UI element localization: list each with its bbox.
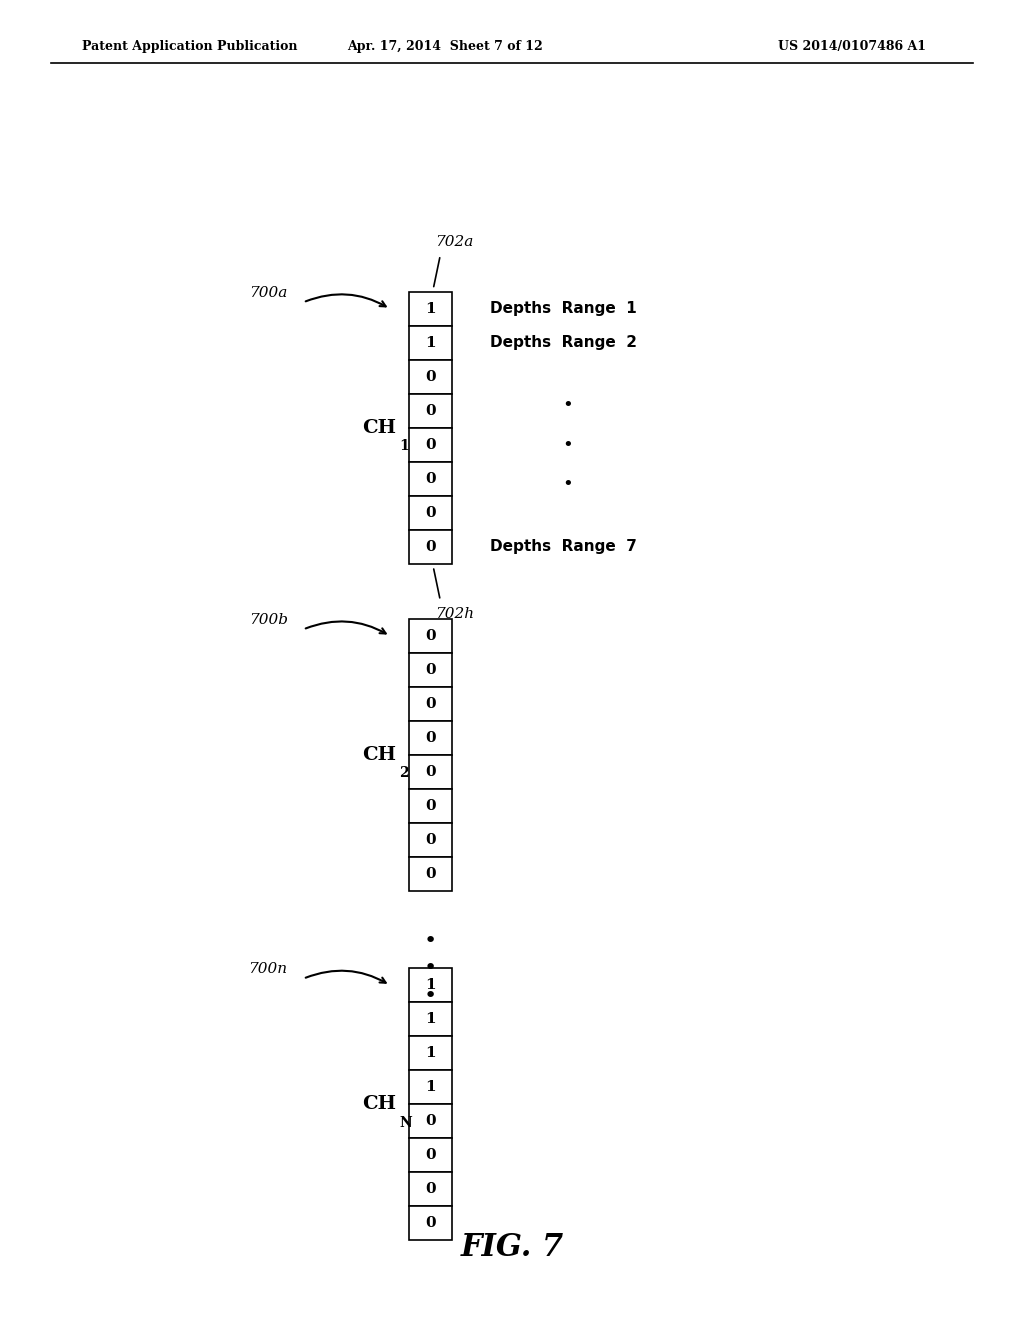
Text: 2: 2: [399, 767, 409, 780]
Text: 0: 0: [425, 438, 435, 451]
Text: 700a: 700a: [250, 286, 288, 300]
Text: US 2014/0107486 A1: US 2014/0107486 A1: [778, 40, 927, 53]
Bar: [409, 1002, 452, 1036]
Text: FIG. 7: FIG. 7: [461, 1232, 563, 1263]
Text: 0: 0: [425, 471, 435, 486]
Bar: [409, 686, 452, 721]
Text: 0: 0: [425, 764, 435, 779]
Text: 0: 0: [425, 1183, 435, 1196]
Bar: [409, 496, 452, 529]
Bar: [409, 1172, 452, 1206]
Bar: [409, 1104, 452, 1138]
Bar: [409, 292, 452, 326]
Bar: [409, 1036, 452, 1071]
Text: 0: 0: [425, 1216, 435, 1230]
Bar: [409, 529, 452, 564]
Text: •: •: [424, 986, 436, 1006]
Text: 702a: 702a: [435, 235, 473, 249]
Text: 0: 0: [425, 1148, 435, 1162]
Text: 0: 0: [425, 833, 435, 847]
Text: 0: 0: [425, 370, 435, 384]
Bar: [409, 653, 452, 686]
Text: 0: 0: [425, 663, 435, 677]
Text: CH: CH: [362, 418, 396, 437]
Text: •: •: [562, 475, 572, 494]
Text: 1: 1: [425, 1047, 435, 1060]
Text: 1: 1: [425, 335, 435, 350]
Bar: [409, 857, 452, 891]
Text: 0: 0: [425, 867, 435, 880]
Text: 1: 1: [399, 440, 410, 453]
Text: 0: 0: [425, 1114, 435, 1129]
Text: CH: CH: [362, 746, 396, 764]
Text: •: •: [424, 931, 436, 950]
Text: 700b: 700b: [249, 614, 288, 627]
Text: 0: 0: [425, 404, 435, 418]
Bar: [409, 393, 452, 428]
Text: 700n: 700n: [249, 962, 288, 977]
Text: 1: 1: [425, 302, 435, 315]
Text: Apr. 17, 2014  Sheet 7 of 12: Apr. 17, 2014 Sheet 7 of 12: [347, 40, 544, 53]
Text: 0: 0: [425, 540, 435, 553]
Text: •: •: [424, 958, 436, 978]
Text: 1: 1: [425, 1012, 435, 1026]
Bar: [409, 969, 452, 1002]
Text: 1: 1: [425, 1080, 435, 1094]
Bar: [409, 1206, 452, 1239]
Text: 1: 1: [425, 978, 435, 993]
Bar: [409, 619, 452, 653]
Text: CH: CH: [362, 1096, 396, 1113]
Text: •: •: [562, 396, 572, 414]
Bar: [409, 789, 452, 822]
Bar: [409, 755, 452, 789]
Text: Depths  Range  1: Depths Range 1: [490, 301, 637, 317]
Text: 0: 0: [425, 697, 435, 711]
Bar: [409, 1071, 452, 1104]
Bar: [409, 822, 452, 857]
Text: 0: 0: [425, 799, 435, 813]
Text: N: N: [399, 1115, 412, 1130]
Text: 0: 0: [425, 506, 435, 520]
Text: 0: 0: [425, 731, 435, 744]
Text: Depths  Range  2: Depths Range 2: [490, 335, 638, 350]
Bar: [409, 1138, 452, 1172]
Bar: [409, 462, 452, 496]
Bar: [409, 360, 452, 393]
Text: Patent Application Publication: Patent Application Publication: [82, 40, 297, 53]
Bar: [409, 721, 452, 755]
Bar: [409, 326, 452, 360]
Text: •: •: [562, 436, 572, 454]
Text: 0: 0: [425, 630, 435, 643]
Text: 702h: 702h: [435, 607, 474, 620]
Text: Depths  Range  7: Depths Range 7: [490, 539, 637, 554]
Bar: [409, 428, 452, 462]
